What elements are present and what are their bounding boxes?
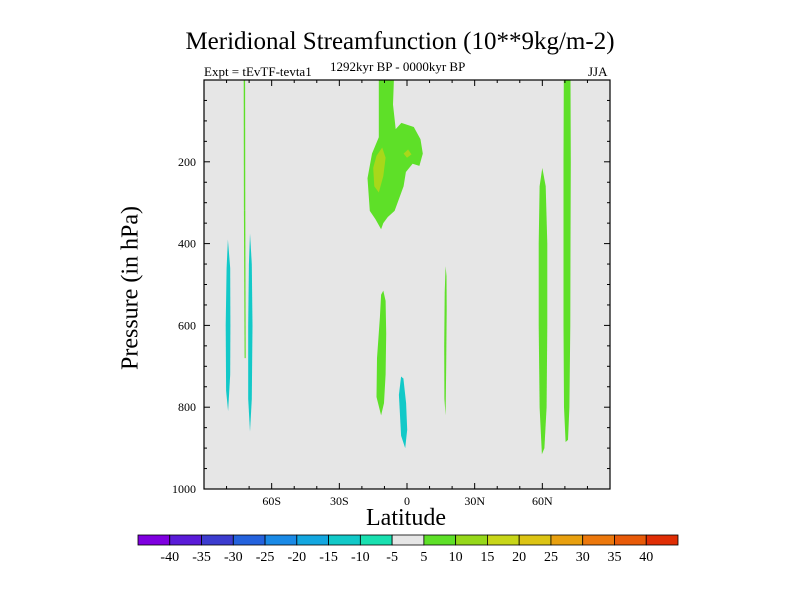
colorbar-box — [455, 534, 488, 546]
y-tick-label: 600 — [178, 318, 196, 332]
colorbar-box — [137, 534, 171, 546]
experiment-label: Expt = tEvTF-tevta1 — [204, 64, 312, 79]
colorbar-label: 35 — [607, 550, 621, 565]
colorbar-label: -20 — [287, 550, 306, 565]
colorbar-box — [328, 534, 361, 546]
contour-region-lat-72-column-lower — [243, 210, 246, 359]
contour-region-lat-14-core — [373, 147, 386, 193]
colorbar-label: -15 — [319, 550, 338, 565]
colorbar-box — [391, 534, 425, 546]
colorbar-label: 15 — [480, 550, 494, 565]
colorbar-label: -5 — [386, 550, 398, 565]
colorbar-box — [550, 534, 584, 546]
colorbar-label: -30 — [224, 550, 243, 565]
colorbar-label: 20 — [512, 550, 526, 565]
colorbar-label: -35 — [192, 550, 211, 565]
x-tick-label: 60S — [262, 494, 281, 508]
x-tick-label: 30S — [330, 494, 349, 508]
colorbar-label: 25 — [544, 550, 558, 565]
y-tick-label: 800 — [178, 400, 196, 414]
colorbar-box — [201, 534, 234, 546]
contour-region-eq-core — [403, 149, 412, 158]
contour-region-lat-14-upper-tongue — [367, 80, 423, 230]
y-tick-label: 400 — [178, 237, 196, 251]
y-tick-label: 200 — [178, 155, 196, 169]
contour-region-lat-17N-column — [444, 266, 447, 416]
contour-region-lat-72-column-upper — [243, 80, 246, 211]
colorbar-label: -40 — [160, 550, 179, 565]
colorbar-box — [264, 534, 298, 546]
colorbar-label: -10 — [351, 550, 370, 565]
x-tick-label: 0 — [404, 494, 410, 508]
colorbar-box — [232, 534, 266, 546]
chart-title: Meridional Streamfunction (10**9kg/m-2) — [185, 28, 615, 55]
colorbar-box — [614, 534, 647, 546]
x-tick-label: 30N — [464, 494, 485, 508]
colorbar-label: 10 — [449, 550, 463, 565]
contour-region-lat-79S-column — [225, 239, 231, 412]
x-tick-label: 60N — [532, 494, 553, 508]
colorbar-box — [169, 534, 202, 546]
colorbar-box — [359, 534, 393, 546]
colorbar-label: -25 — [256, 550, 275, 565]
contour-region-lat-70N-column — [563, 80, 571, 442]
colorbar-label: 5 — [420, 550, 427, 565]
colorbar-box — [423, 534, 457, 546]
colorbar-label: 30 — [576, 550, 590, 565]
period-label: 1292kyr BP - 0000kyr BP — [330, 59, 466, 74]
colorbar-label: 40 — [639, 550, 653, 565]
colorbar-box — [518, 534, 552, 546]
colorbar-box — [645, 534, 679, 546]
contour-region-lat-11-lower-column — [376, 290, 387, 416]
colorbar-box — [487, 534, 520, 546]
x-axis-label: Latitude — [366, 505, 446, 531]
contour-region-lat-60N-column — [538, 167, 548, 455]
season-label: JJA — [588, 64, 608, 79]
contour-region-lat-69S-column — [248, 233, 253, 432]
y-tick-label: 1000 — [172, 482, 196, 496]
colorbar-box — [582, 534, 615, 546]
colorbar-box — [296, 534, 329, 546]
contour-region-eq-south-column — [398, 376, 408, 449]
